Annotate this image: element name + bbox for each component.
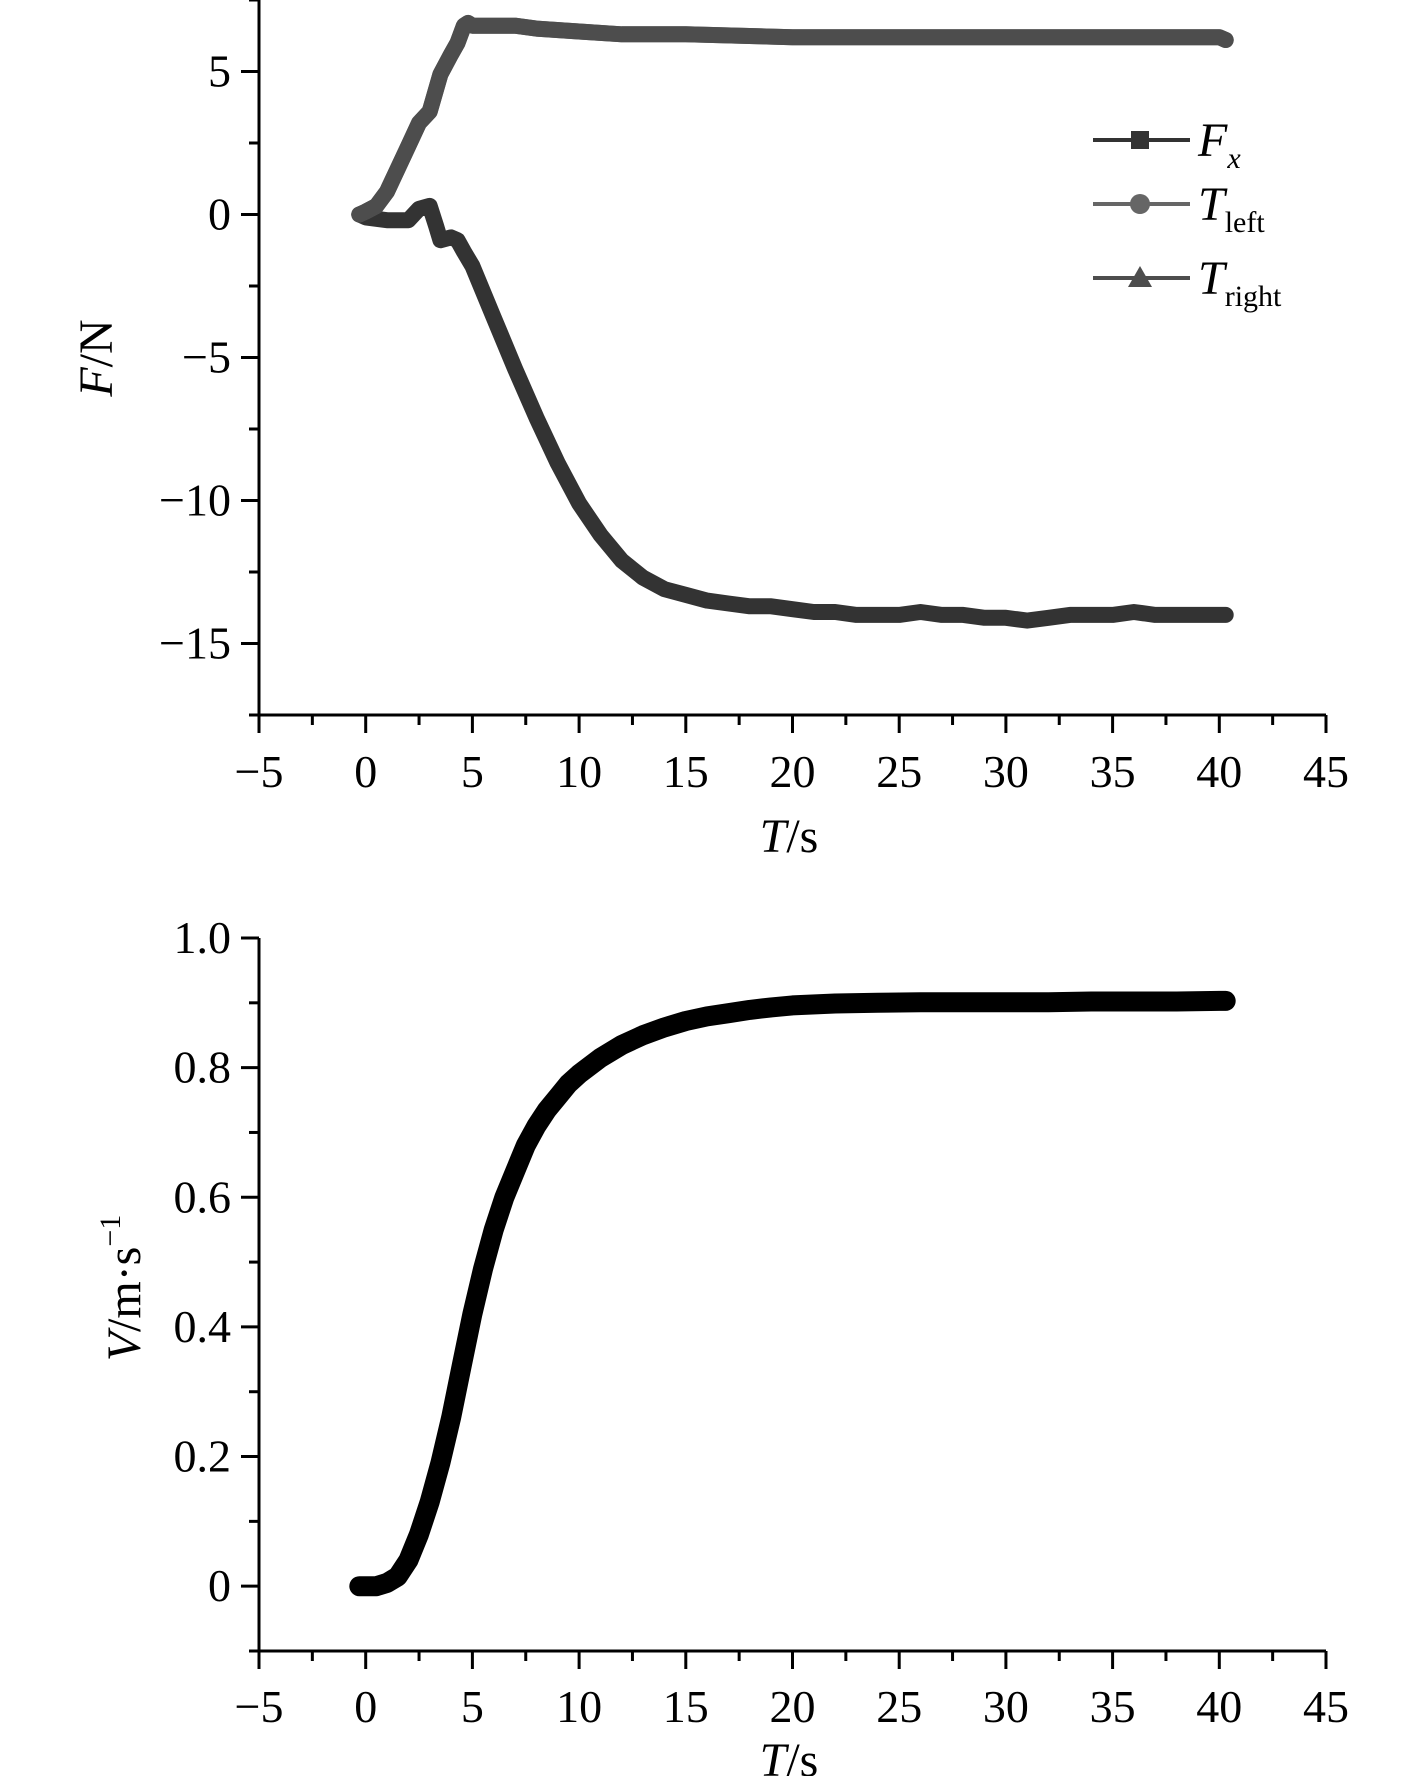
x-tick-label: 30 xyxy=(983,746,1029,797)
legend-label-fx: Fx xyxy=(1197,114,1241,175)
velocity-y-tick-labels: 0 0.2 0.4 0.6 0.8 1.0 xyxy=(174,912,232,1611)
x-tick-label: 25 xyxy=(876,1681,922,1732)
velocity-x-axis-title: T/s xyxy=(760,1734,819,1776)
x-tick-label: 10 xyxy=(556,1681,602,1732)
force-series-group xyxy=(351,14,1234,629)
x-tick-label: 20 xyxy=(770,1681,816,1732)
y-tick-label: 0.6 xyxy=(174,1171,232,1222)
x-tick-label: −5 xyxy=(235,1681,284,1732)
y-tick-label: 1.0 xyxy=(174,912,232,963)
y-tick-label: 0.2 xyxy=(174,1431,232,1482)
velocity-chart-ticks xyxy=(241,936,1328,1669)
force-legend: Fx Tleft Tright xyxy=(1093,114,1282,313)
force-chart: −5 0 5 10 15 20 25 30 35 40 45 −15−10−505 T/s F/N … xyxy=(70,0,1349,863)
y-tick-label: 5 xyxy=(208,46,231,97)
x-tick-label: 5 xyxy=(461,1681,484,1732)
y-tick-label: 0.8 xyxy=(174,1042,232,1093)
x-tick-label: 45 xyxy=(1303,746,1349,797)
velocity-series-group xyxy=(349,990,1236,1597)
force-chart-ticks xyxy=(241,0,1328,733)
y-tick-label: 0 xyxy=(208,189,231,240)
velocity-chart: −5 0 5 10 15 20 25 30 35 40 45 0 0.2 0.4 0.6 0.8 1.0 T/… xyxy=(94,912,1349,1776)
legend-triangle-marker xyxy=(1128,266,1152,287)
velocity-x-tick-labels: −5 0 5 10 15 20 25 30 35 40 45 xyxy=(235,1681,1349,1732)
legend-label-tleft: Tleft xyxy=(1198,178,1265,239)
series-line-v xyxy=(349,990,1236,1597)
legend-square-marker xyxy=(1131,131,1149,149)
x-tick-label: 35 xyxy=(1090,746,1136,797)
force-x-axis-title: T/s xyxy=(760,810,819,863)
series-line-tleft xyxy=(351,14,1234,223)
y-tick-label: −15 xyxy=(159,618,231,669)
y-tick-label: −10 xyxy=(159,475,231,526)
legend-item-tright: Tright xyxy=(1093,252,1282,313)
x-tick-label: −5 xyxy=(235,746,284,797)
y-tick-label: 0.4 xyxy=(174,1301,232,1352)
force-y-axis-title: F/N xyxy=(70,319,123,397)
legend-circle-marker xyxy=(1130,194,1150,214)
x-tick-label: 10 xyxy=(556,746,602,797)
x-tick-label: 0 xyxy=(354,746,377,797)
series-line-tright xyxy=(351,14,1234,223)
x-tick-label: 15 xyxy=(663,1681,709,1732)
x-tick-label: 35 xyxy=(1090,1681,1136,1732)
legend-item-fx: Fx xyxy=(1093,114,1241,175)
y-tick-label: 0 xyxy=(208,1560,231,1611)
x-tick-label: 0 xyxy=(354,1681,377,1732)
y-tick-label: −5 xyxy=(182,332,231,383)
x-tick-label: 25 xyxy=(876,746,922,797)
x-tick-label: 45 xyxy=(1303,1681,1349,1732)
force-y-tick-labels: −15 −10 −5 0 5 xyxy=(159,46,231,669)
x-tick-label: 15 xyxy=(663,746,709,797)
x-tick-label: 30 xyxy=(983,1681,1029,1732)
x-tick-label: 40 xyxy=(1196,1681,1242,1732)
legend-label-tright: Tright xyxy=(1198,252,1282,313)
x-tick-label: 40 xyxy=(1196,746,1242,797)
x-tick-label: 5 xyxy=(461,746,484,797)
legend-item-tleft: Tleft xyxy=(1093,178,1265,239)
x-tick-label: 20 xyxy=(770,746,816,797)
velocity-y-axis-title: V/m·s−1 xyxy=(94,1215,151,1362)
series-line-fx xyxy=(351,197,1234,629)
force-x-tick-labels: −5 0 5 10 15 20 25 30 35 40 45 xyxy=(235,746,1349,797)
